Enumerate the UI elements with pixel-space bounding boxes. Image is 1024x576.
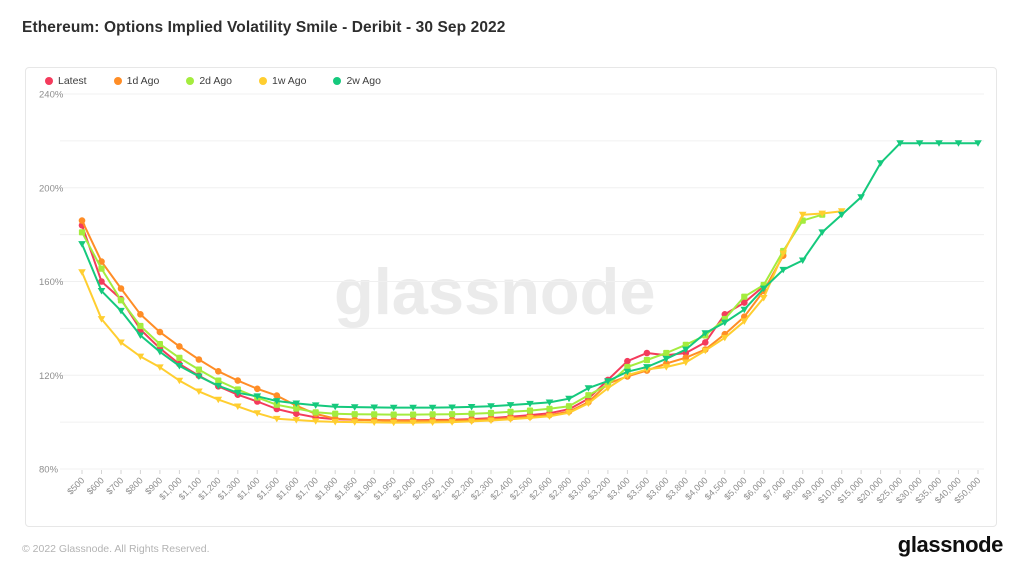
chart-legend: Latest 1d Ago 2d Ago 1w Ago 2w Ago: [45, 75, 381, 87]
legend-item-2w-ago[interactable]: 2w Ago: [333, 75, 381, 87]
glassnode-logo: glassnode: [897, 532, 1004, 557]
x-axis-tick-label: $700: [104, 475, 125, 496]
series-1d-ago: [78, 217, 787, 425]
legend-dot-1d-ago: [113, 77, 122, 85]
x-axis-tick-label: $800: [124, 475, 145, 496]
legend-dot-1w-ago: [259, 77, 268, 85]
legend-label-latest: Latest: [58, 75, 87, 87]
legend-item-1d-ago[interactable]: 1d Ago: [113, 75, 160, 87]
y-axis-tick-label: 120%: [39, 371, 64, 382]
legend-label-1w-ago: 1w Ago: [272, 75, 307, 87]
legend-dot-latest: [45, 77, 53, 85]
legend-item-latest[interactable]: Latest: [45, 75, 87, 87]
series-1w-ago: [78, 208, 846, 427]
x-axis-tick-label: $500: [65, 475, 86, 496]
x-axis-tick-label: $600: [85, 475, 106, 496]
legend-label-2w-ago: 2w Ago: [346, 75, 381, 87]
volatility-chart: 80%120%160%200%240%$500$600$700$800$900$…: [39, 90, 984, 505]
series-latest: [78, 222, 767, 424]
series-2w-ago: [78, 140, 982, 412]
y-axis-tick-label: 200%: [39, 183, 64, 194]
glassnode-watermark: glassnode: [334, 255, 656, 328]
legend-label-2d-ago: 2d Ago: [199, 75, 233, 87]
legend-item-1w-ago[interactable]: 1w Ago: [259, 75, 306, 87]
footer-copyright: © 2022 Glassnode. All Rights Reserved.: [22, 543, 210, 555]
legend-label-1d-ago: 1d Ago: [126, 75, 160, 87]
y-axis-tick-label: 160%: [39, 277, 64, 288]
legend-dot-2w-ago: [333, 77, 342, 85]
y-axis-tick-label: 240%: [39, 90, 64, 101]
y-axis-tick-label: 80%: [39, 465, 59, 476]
chart-card: Latest 1d Ago 2d Ago 1w Ago 2w Ago glassnode…: [25, 67, 997, 527]
page-title: Ethereum: Options Implied Volatility Smi…: [22, 19, 506, 36]
legend-item-2d-ago[interactable]: 2d Ago: [186, 75, 232, 87]
legend-dot-2d-ago: [186, 77, 195, 85]
